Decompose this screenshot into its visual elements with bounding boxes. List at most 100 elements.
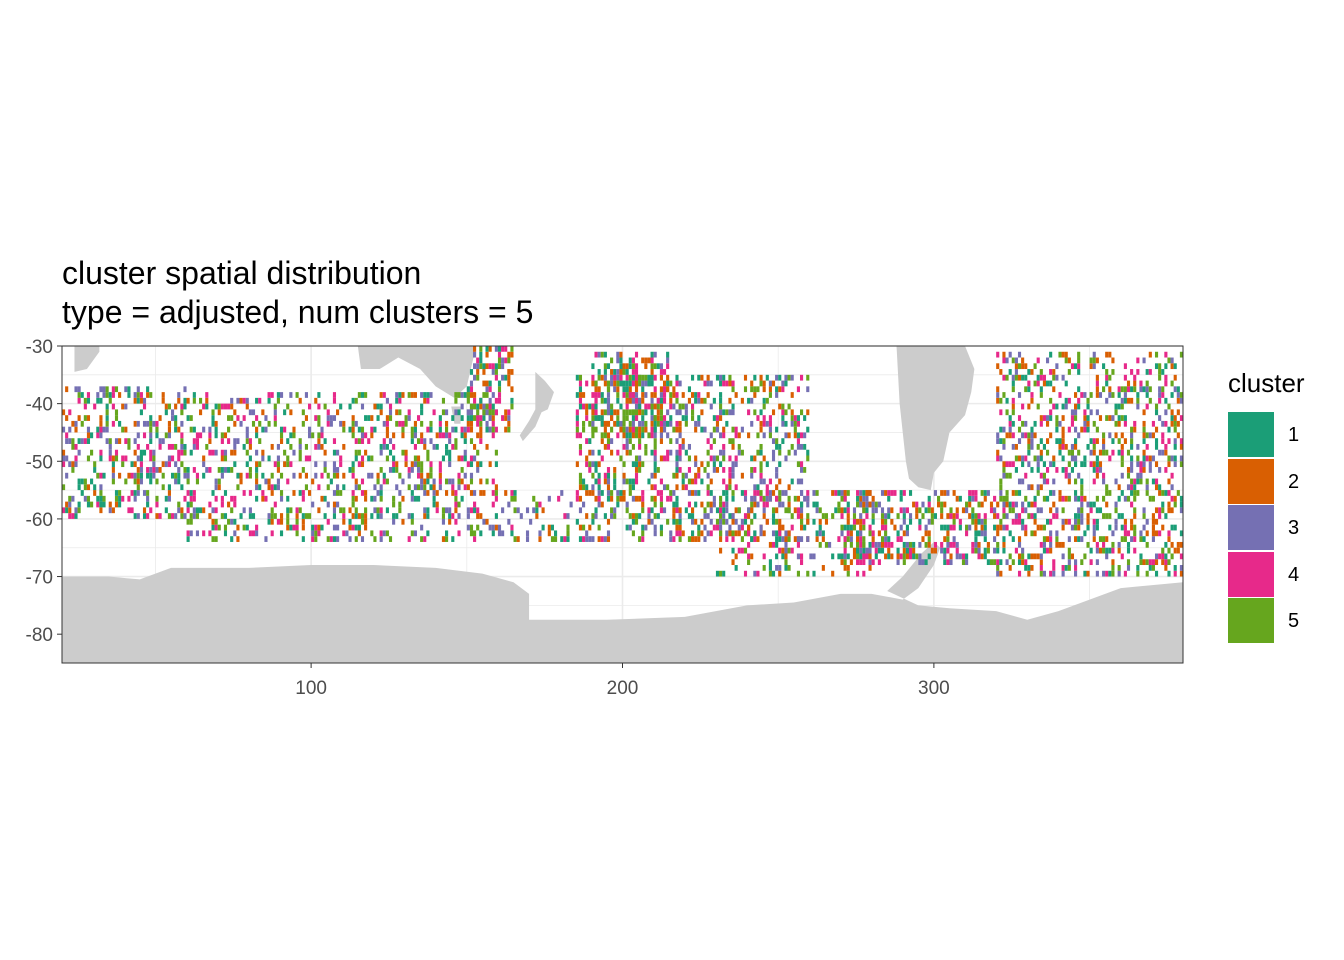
cluster-cell — [1164, 380, 1168, 387]
cluster-cell — [149, 507, 153, 514]
cluster-cell — [1077, 363, 1081, 370]
cluster-cell — [410, 490, 414, 496]
cluster-cell — [323, 513, 327, 519]
cluster-cell — [585, 438, 589, 444]
cluster-cell — [351, 472, 355, 479]
cluster-cell — [494, 369, 498, 375]
cluster-cell — [448, 507, 452, 514]
cluster-cell — [628, 409, 632, 416]
cluster-cell — [392, 501, 396, 508]
cluster-cell — [566, 536, 570, 542]
cluster-cell — [600, 536, 604, 542]
cluster-cell — [1151, 559, 1155, 566]
cluster-cell — [473, 415, 477, 421]
cluster-cell — [731, 380, 735, 387]
cluster-cell — [588, 438, 592, 444]
cluster-cell — [1045, 536, 1050, 542]
cluster-cell — [775, 438, 779, 444]
cluster-cell — [859, 490, 863, 496]
cluster-cell — [1055, 513, 1059, 519]
cluster-cell — [750, 420, 754, 427]
cluster-cell — [659, 438, 663, 444]
cluster-cell — [485, 392, 489, 398]
cluster-cell — [862, 490, 866, 496]
cluster-cell — [1014, 455, 1018, 462]
cluster-cell — [401, 449, 405, 456]
cluster-cell — [585, 530, 589, 537]
cluster-cell — [510, 524, 514, 531]
cluster-cell — [781, 547, 785, 554]
cluster-cell — [884, 530, 888, 537]
cluster-cell — [62, 507, 66, 514]
cluster-cell — [787, 565, 791, 571]
cluster-cell — [1164, 409, 1168, 416]
cluster-cell — [974, 490, 978, 496]
cluster-cell — [177, 478, 181, 485]
cluster-cell — [989, 559, 994, 566]
cluster-cell — [504, 409, 508, 416]
cluster-cell — [494, 449, 498, 456]
cluster-cell — [80, 392, 84, 398]
cluster-cell — [600, 420, 604, 427]
cluster-cell — [1002, 438, 1006, 444]
cluster-cell — [812, 490, 816, 496]
cluster-cell — [1017, 374, 1022, 381]
cluster-cell — [1142, 386, 1146, 393]
cluster-cell — [672, 392, 676, 398]
cluster-cell — [578, 449, 583, 456]
cluster-cell — [666, 386, 670, 393]
cluster-cell — [1061, 415, 1065, 421]
cluster-cell — [99, 432, 103, 439]
cluster-cell — [675, 409, 679, 416]
cluster-cell — [1145, 570, 1149, 577]
cluster-cell — [473, 455, 477, 462]
cluster-cell — [236, 472, 240, 479]
cluster-cell — [759, 380, 763, 387]
cluster-cell — [407, 415, 411, 421]
cluster-cell — [233, 461, 237, 468]
cluster-cell — [753, 467, 757, 473]
cluster-cell — [448, 518, 452, 525]
cluster-cell — [413, 420, 417, 427]
cluster-cell — [220, 501, 224, 508]
cluster-cell — [460, 415, 464, 421]
cluster-cell — [248, 443, 252, 450]
cluster-cell — [373, 507, 377, 514]
cluster-cell — [927, 495, 931, 502]
cluster-cell — [1123, 392, 1127, 398]
cluster-cell — [1098, 536, 1103, 542]
cluster-cell — [1061, 565, 1065, 571]
cluster-cell — [694, 518, 698, 525]
cluster-cell — [301, 490, 305, 496]
cluster-cell — [641, 490, 645, 496]
cluster-cell — [80, 478, 84, 485]
cluster-cell — [659, 432, 663, 439]
cluster-cell — [594, 461, 598, 468]
cluster-cell — [625, 524, 629, 531]
cluster-cell — [753, 490, 757, 496]
cluster-cell — [1039, 374, 1043, 381]
cluster-cell — [364, 495, 368, 502]
cluster-cell — [1042, 443, 1046, 450]
cluster-cell — [429, 467, 433, 473]
cluster-cell — [600, 455, 604, 462]
cluster-cell — [712, 397, 716, 404]
cluster-cell — [1061, 351, 1065, 358]
cluster-cell — [722, 443, 726, 450]
cluster-cell — [996, 513, 1000, 519]
cluster-cell — [1030, 443, 1034, 450]
cluster-cell — [974, 541, 978, 548]
cluster-cell — [111, 478, 115, 485]
cluster-cell — [510, 490, 514, 496]
cluster-cell — [591, 484, 595, 491]
cluster-cell — [105, 403, 109, 410]
cluster-cell — [466, 513, 470, 519]
cluster-cell — [354, 449, 358, 456]
cluster-cell — [1064, 518, 1068, 525]
cluster-cell — [146, 392, 150, 398]
cluster-cell — [233, 501, 237, 508]
cluster-cell — [74, 513, 78, 519]
cluster-cell — [208, 513, 212, 519]
cluster-cell — [239, 478, 243, 485]
cluster-cell — [133, 472, 137, 479]
